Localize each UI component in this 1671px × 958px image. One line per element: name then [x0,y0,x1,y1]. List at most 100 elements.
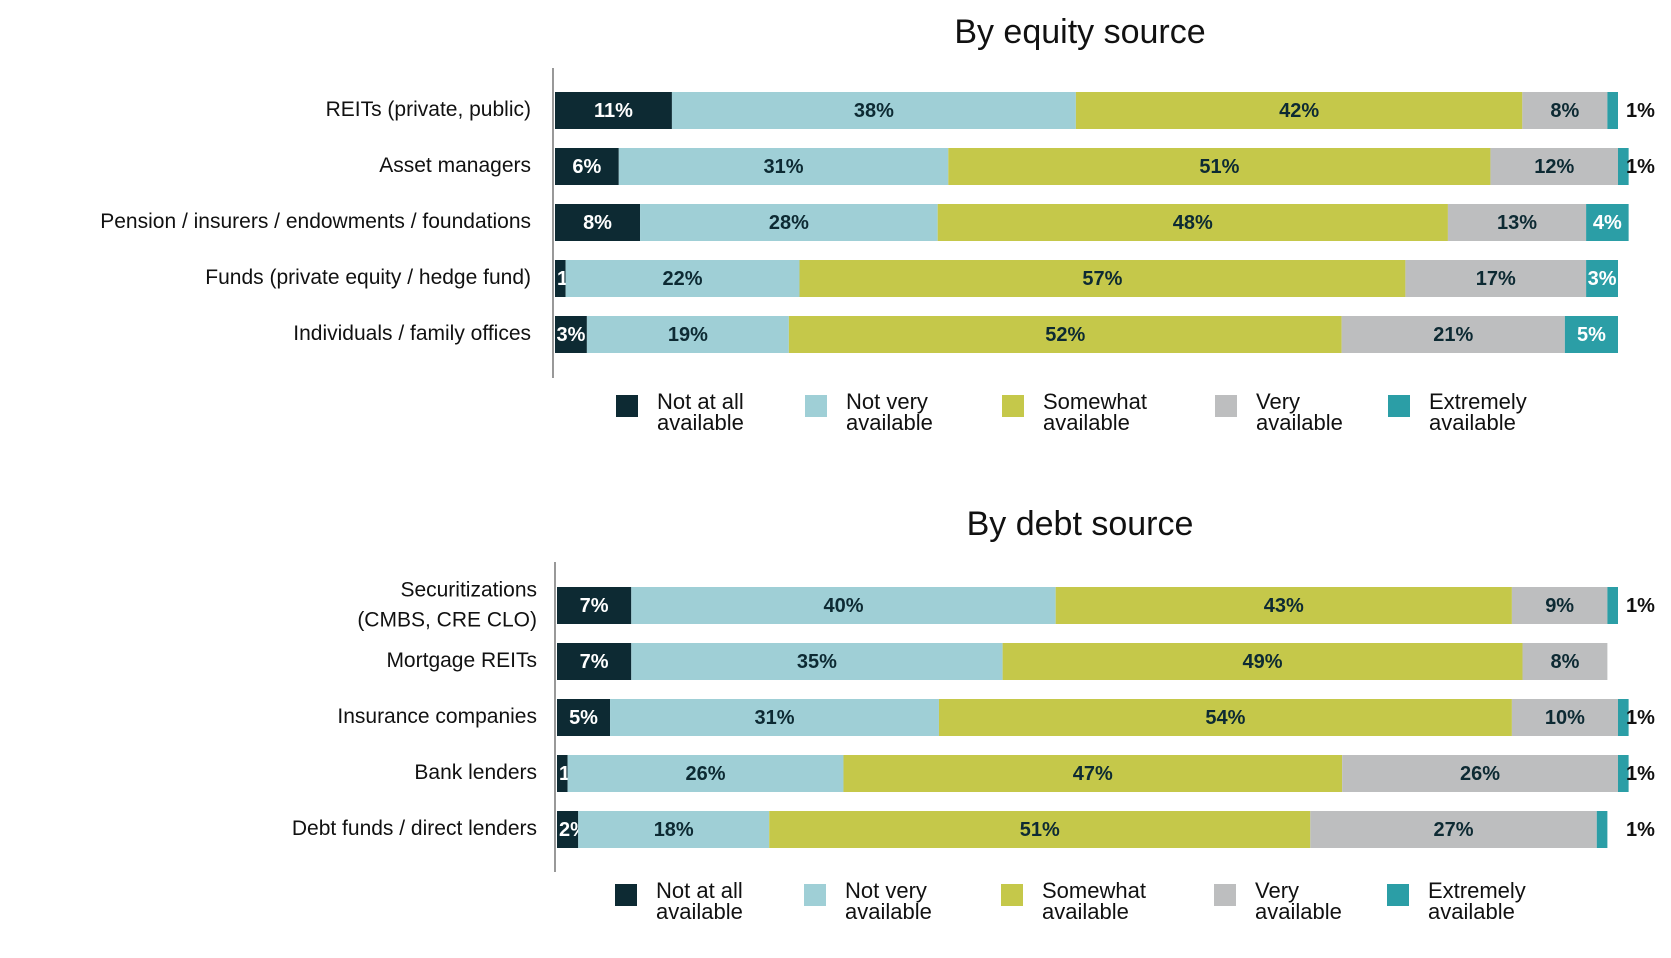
bar-segment [937,204,1448,241]
category-label: Insurance companies [337,705,537,728]
data-label: 51% [1199,156,1239,178]
legend-swatch [1001,884,1023,906]
bar-segment [788,316,1342,353]
legend-label: Very available [1256,389,1343,435]
bar-segment [578,811,770,848]
legend-swatch [616,395,638,417]
data-label: 1% [1626,819,1655,841]
data-label: 28% [769,212,809,234]
legend-swatch [804,884,826,906]
legend-label: Extremely available [1428,878,1526,924]
bar-segment [557,699,611,736]
bar-segment [1618,755,1629,792]
data-label: 11% [594,100,633,122]
bar-segment [1522,92,1608,129]
data-label: 27% [1434,819,1474,841]
data-label: 31% [754,707,794,729]
data-label: 9% [1545,595,1574,617]
bar-segment [640,204,938,241]
bar-segment [769,811,1311,848]
bar-segment [1511,699,1618,736]
bar-segment [1055,587,1512,624]
data-label: 10% [1545,707,1585,729]
bar-segment [1607,587,1618,624]
bar-segment [1341,316,1565,353]
data-label: 7% [580,595,609,617]
data-label: 22% [663,268,703,290]
chart-title: By debt source [967,505,1194,543]
category-label: Funds (private equity / hedge fund) [205,266,531,289]
data-label: 12% [1534,156,1574,178]
bar-segment [555,204,641,241]
data-label: 13% [1497,212,1537,234]
bar-segment [1447,204,1587,241]
bar-segment [1607,92,1618,129]
data-label: 3% [1588,268,1617,290]
data-label: 1% [1626,595,1655,617]
bar-segment [1075,92,1523,129]
bar-segment [631,643,1003,680]
bar-segment [1342,755,1618,792]
bar-segment [1310,811,1597,848]
data-label: 5% [1577,324,1606,346]
data-label: 35% [797,651,837,673]
data-label: 1% [1626,100,1655,122]
category-label: Bank lenders [414,761,537,784]
bar-segment [938,699,1512,736]
data-label: 8% [1550,100,1579,122]
legend-swatch [1215,395,1237,417]
bar-segment [557,811,579,848]
bar-segment [799,260,1406,297]
data-label: 49% [1243,651,1283,673]
data-label: 1% [1626,707,1655,729]
legend-label: Not very available [845,878,932,924]
data-label: 8% [1550,651,1579,673]
bar-segment [555,92,672,129]
bar-segment [1618,148,1629,185]
legend-swatch [1214,884,1236,906]
legend-swatch [1387,884,1409,906]
bar-segment [1564,316,1618,353]
data-label: 26% [686,763,726,785]
category-label: Individuals / family offices [293,322,531,345]
category-label: Securitizations (CMBS, CRE CLO) [357,578,537,631]
data-label: 43% [1264,595,1304,617]
category-label: Pension / insurers / endowments / founda… [100,210,531,233]
data-label: 26% [1460,763,1500,785]
bar-segment [1490,148,1618,185]
bar-segment [843,755,1343,792]
legend-swatch [805,395,827,417]
legend-label: Somewhat available [1042,878,1146,924]
data-label: 17% [1476,268,1516,290]
category-label: Asset managers [379,154,531,177]
data-label: 57% [1082,268,1122,290]
legend-label: Not at all available [657,389,744,435]
legend-label: Not at all available [656,878,743,924]
category-label: REITs (private, public) [326,98,531,121]
data-label: 47% [1073,763,1113,785]
bar-segment [555,316,587,353]
bar-segment [557,643,632,680]
bar-segment [610,699,939,736]
bar-segment [1002,643,1523,680]
bar-segment [1618,699,1629,736]
bar-segment [586,316,789,353]
data-label: 6% [572,156,601,178]
chart-title: By equity source [954,13,1205,51]
chart-panel-equity: By equity source REITs (private, public) 1… [100,13,1655,435]
legend-swatch [1002,395,1024,417]
bar-segment [671,92,1076,129]
legend-label: Somewhat available [1043,389,1147,435]
bar-segment [1511,587,1608,624]
bar-segment [948,148,1491,185]
data-label: 51% [1020,819,1060,841]
legend-swatch [615,884,637,906]
data-label: 7% [580,651,609,673]
bar-segment [1586,204,1629,241]
bar-segment [631,587,1056,624]
bar-segment [1586,260,1618,297]
data-label: 18% [654,819,694,841]
bar-segment [1405,260,1587,297]
data-label: 42% [1279,100,1319,122]
